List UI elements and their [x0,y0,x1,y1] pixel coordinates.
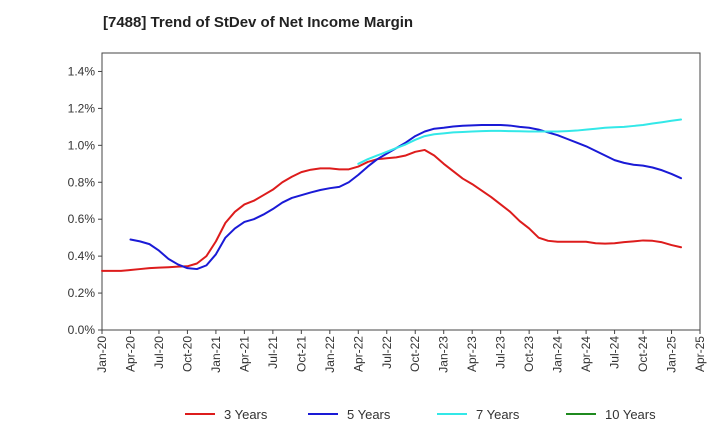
x-tick-label: Jul-20 [152,336,166,369]
y-tick-label: 0.8% [68,175,96,189]
y-tick-label: 1.0% [68,138,96,152]
x-tick-label: Apr-23 [465,336,479,372]
x-tick-label: Oct-21 [294,336,308,372]
plot-frame [101,52,701,331]
x-tick-label: Apr-22 [351,336,365,372]
x-tick-label: Jul-23 [494,336,508,369]
x-tick-label: Jul-22 [380,336,394,369]
series-line-7-years [357,118,683,165]
series-lines [101,118,683,272]
x-tick-label: Jan-23 [437,336,451,373]
x-tick-label: Jan-21 [209,336,223,373]
legend: 3 Years 5 Years 7 Years 10 Years [185,407,656,422]
legend-label-7-years: 7 Years [476,407,520,422]
x-tick-label: Jul-21 [266,336,280,369]
y-tick-label: 0.2% [68,286,96,300]
x-tick-label: Apr-21 [237,336,251,372]
y-tick-label: 0.6% [68,212,96,226]
x-tick-label: Oct-20 [180,336,194,372]
x-tick-label: Jan-24 [551,336,565,373]
y-tick-label: 0.0% [68,323,96,337]
axes: 0.0% 0.2% 0.4% 0.6% 0.8% 1.0% 1.2% 1.4% Jan-20 Ap… [68,52,707,373]
x-tick-label: Apr-25 [693,336,707,372]
x-tick-label: Jul-24 [608,336,622,369]
x-tick-label: Oct-22 [408,336,422,372]
chart-title: [7488] Trend of StDev of Net Income Marg… [103,14,414,31]
x-tick-label: Oct-23 [522,336,536,372]
y-tick-label: 1.4% [68,64,96,78]
y-tick-label: 1.2% [68,101,96,115]
x-tick-label: Jan-20 [95,336,109,373]
legend-label-5-years: 5 Years [347,407,391,422]
series-line-3-years [101,148,683,272]
legend-label-3-years: 3 Years [224,407,268,422]
x-tick-label: Oct-24 [636,336,650,372]
y-tick-label: 0.4% [68,249,96,263]
series-line-5-years [129,124,683,271]
x-tick-label: Jan-25 [665,336,679,373]
x-tick-label: Apr-20 [123,336,137,372]
legend-label-10-years: 10 Years [605,407,656,422]
x-tick-label: Jan-22 [323,336,337,373]
x-tick-label: Apr-24 [579,336,593,372]
